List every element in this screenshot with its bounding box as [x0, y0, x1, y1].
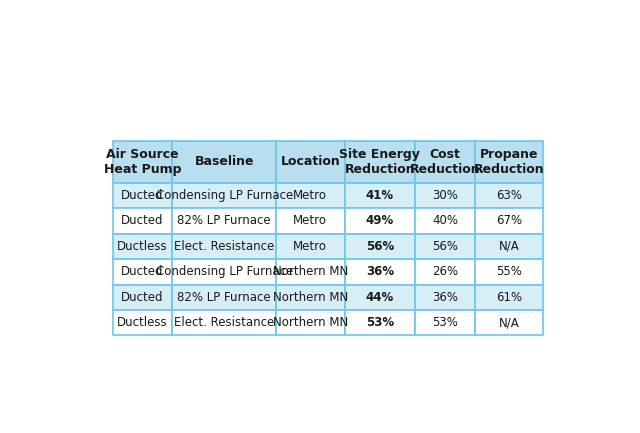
Bar [113, 234, 172, 259]
Bar [172, 183, 276, 208]
Bar [172, 310, 276, 335]
Bar [415, 234, 475, 259]
Bar [415, 284, 475, 310]
Text: Metro: Metro [293, 240, 327, 253]
Bar [344, 284, 415, 310]
Text: 44%: 44% [366, 291, 394, 304]
Text: Ductless: Ductless [117, 316, 168, 329]
Bar [475, 208, 543, 234]
Text: 67%: 67% [496, 214, 522, 227]
Text: Ducted: Ducted [121, 291, 164, 304]
Bar [475, 141, 543, 183]
Bar [172, 234, 276, 259]
Text: 36%: 36% [366, 265, 394, 278]
Text: 82% LP Furnace: 82% LP Furnace [177, 291, 271, 304]
Text: Condensing LP Furnace: Condensing LP Furnace [156, 189, 292, 202]
Text: Ducted: Ducted [121, 265, 164, 278]
Text: 61%: 61% [496, 291, 522, 304]
Bar [344, 259, 415, 284]
Text: 63%: 63% [496, 189, 522, 202]
Text: Site Energy
Reduction: Site Energy Reduction [339, 148, 420, 176]
Text: 53%: 53% [432, 316, 458, 329]
Bar [113, 310, 172, 335]
Bar [113, 141, 172, 183]
Text: 40%: 40% [432, 214, 458, 227]
Bar [276, 310, 344, 335]
Text: Ducted: Ducted [121, 214, 164, 227]
Text: Cost
Reduction: Cost Reduction [410, 148, 481, 176]
Bar [276, 284, 344, 310]
Bar [475, 284, 543, 310]
Bar [276, 208, 344, 234]
Bar [415, 259, 475, 284]
Bar [344, 208, 415, 234]
Bar [113, 183, 172, 208]
Text: Ducted: Ducted [121, 189, 164, 202]
Text: Propane
Reduction: Propane Reduction [474, 148, 545, 176]
Text: Baseline: Baseline [195, 155, 254, 168]
Bar [113, 259, 172, 284]
Text: Condensing LP Furnace: Condensing LP Furnace [156, 265, 292, 278]
Bar [113, 208, 172, 234]
Text: 53%: 53% [366, 316, 394, 329]
Bar [344, 310, 415, 335]
Bar [276, 141, 344, 183]
Bar [475, 183, 543, 208]
Bar [415, 141, 475, 183]
Text: Northern MN: Northern MN [273, 316, 348, 329]
Bar [415, 208, 475, 234]
Text: Metro: Metro [293, 214, 327, 227]
Text: Elect. Resistance: Elect. Resistance [174, 240, 275, 253]
Text: Air Source
Heat Pump: Air Source Heat Pump [104, 148, 181, 176]
Bar [172, 284, 276, 310]
Text: 56%: 56% [432, 240, 458, 253]
Bar [172, 141, 276, 183]
Text: Northern MN: Northern MN [273, 291, 348, 304]
Text: N/A: N/A [499, 316, 520, 329]
Bar [113, 284, 172, 310]
Text: 55%: 55% [496, 265, 522, 278]
Text: 82% LP Furnace: 82% LP Furnace [177, 214, 271, 227]
Text: Northern MN: Northern MN [273, 265, 348, 278]
Bar [344, 183, 415, 208]
Bar [344, 234, 415, 259]
Bar [172, 208, 276, 234]
Text: 49%: 49% [366, 214, 394, 227]
Text: Location: Location [280, 155, 340, 168]
Bar [276, 259, 344, 284]
Text: 30%: 30% [432, 189, 458, 202]
Bar [415, 310, 475, 335]
Text: 56%: 56% [366, 240, 394, 253]
Bar [475, 310, 543, 335]
Bar [276, 234, 344, 259]
Text: Metro: Metro [293, 189, 327, 202]
Bar [475, 234, 543, 259]
Bar [475, 259, 543, 284]
Text: 41%: 41% [366, 189, 394, 202]
Text: Elect. Resistance: Elect. Resistance [174, 316, 275, 329]
Text: 36%: 36% [432, 291, 458, 304]
Bar [172, 259, 276, 284]
Bar [276, 183, 344, 208]
Text: 26%: 26% [432, 265, 458, 278]
Text: Ductless: Ductless [117, 240, 168, 253]
Bar [415, 183, 475, 208]
Text: N/A: N/A [499, 240, 520, 253]
Bar [344, 141, 415, 183]
